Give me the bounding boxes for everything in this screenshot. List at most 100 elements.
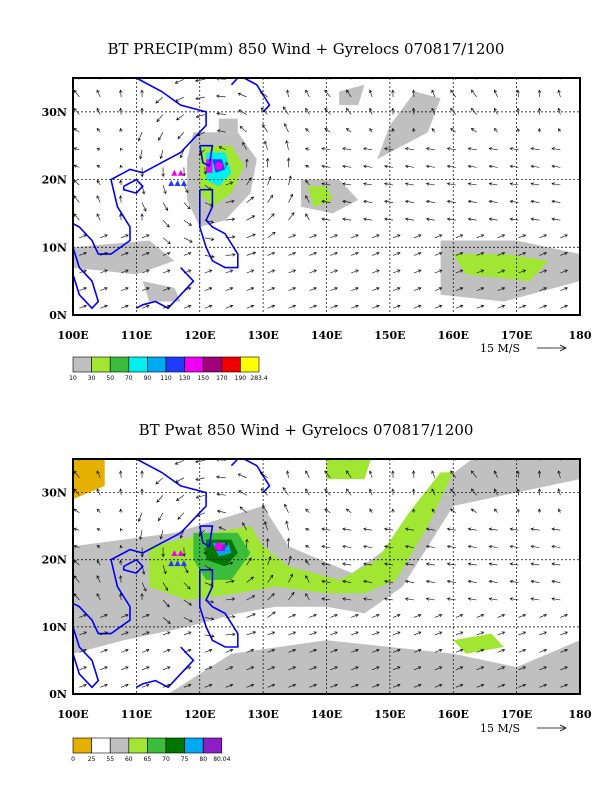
wind-vector [218, 526, 226, 531]
wind-vector [405, 218, 415, 221]
wind-vector [518, 631, 526, 636]
wind-vector-head [480, 648, 485, 653]
wind-vector [195, 79, 205, 82]
wind-vector [497, 287, 505, 291]
wind-vector-head [334, 251, 338, 256]
storm-center-marker [214, 162, 223, 171]
wind-vector [510, 165, 519, 168]
wind-vector [468, 598, 477, 601]
gyre-marker [174, 560, 181, 567]
wind-vector [225, 666, 233, 671]
wind-vector-head [182, 173, 186, 177]
wind-vector-head [305, 575, 309, 579]
wind-vector [346, 508, 352, 513]
wind-vector-head [411, 107, 416, 112]
wind-vector-head [417, 683, 422, 687]
wind-vector-head [73, 107, 77, 112]
wind-vector [305, 128, 310, 133]
wind-vector-head [238, 490, 242, 494]
wind-vector [497, 252, 505, 256]
wind-vector-head [146, 648, 150, 653]
wind-vector [305, 545, 310, 548]
wind-vector-head [139, 536, 143, 540]
wind-vector-head [417, 614, 422, 618]
wind-vector-head [119, 575, 123, 579]
wind-vector [267, 252, 275, 256]
wind-vector-head [417, 304, 422, 308]
wind-vector [450, 128, 456, 133]
wind-vector-head [119, 195, 123, 199]
wind-vector-head [125, 234, 129, 238]
wind-vector [305, 470, 310, 478]
wind-vector [183, 202, 191, 210]
wind-vector-head [480, 631, 485, 635]
coastline-hainan [122, 558, 144, 574]
wind-vector-head [248, 557, 252, 561]
wind-vector [494, 128, 498, 133]
wind-vector-head [480, 304, 485, 308]
wind-vector-head [289, 193, 294, 198]
storm-center-marker [214, 542, 223, 551]
wind-vector-head [384, 199, 388, 204]
colorbar-swatch [221, 356, 241, 373]
wind-vector [121, 631, 129, 636]
colorbar-swatch [202, 356, 223, 373]
wind-vector [96, 560, 101, 566]
wind-vector-head [342, 579, 346, 584]
wind-vector-head [96, 488, 100, 492]
wind-vector [455, 666, 463, 671]
wind-vector-head [384, 597, 388, 601]
wind-vector [246, 576, 254, 583]
wind-vector [180, 149, 185, 158]
wind-vector [489, 598, 498, 601]
wind-vector-head [137, 137, 142, 142]
wind-vector-head [166, 287, 171, 291]
wind-vector-head [313, 666, 317, 670]
wind-vector [351, 684, 359, 688]
wind-vector-head [384, 544, 388, 549]
wind-vector-head [252, 631, 257, 635]
wind-vector [447, 598, 456, 601]
wind-vector-head [488, 182, 493, 186]
wind-vector-head [470, 107, 475, 112]
wind-vector [96, 593, 101, 601]
wind-vector [351, 631, 359, 636]
wind-vector-head [438, 287, 443, 291]
colorbar-swatch [109, 737, 130, 754]
wind-vector [121, 252, 129, 256]
pwat-region [453, 633, 504, 654]
wind-vector-head [334, 234, 338, 238]
wind-vector-head [125, 666, 129, 670]
wind-vector [413, 305, 422, 309]
wind-vector [558, 508, 561, 513]
wind-vector-head [185, 189, 189, 194]
wind-vector-head [288, 175, 292, 179]
wind-vector-head [229, 287, 234, 291]
wind-vector-head [250, 666, 255, 670]
wind-vector-head [324, 470, 328, 474]
wind-vector-head [488, 147, 493, 151]
wind-vector-head [543, 304, 548, 308]
wind-vector [225, 254, 236, 256]
wind-vector [471, 488, 477, 496]
wind-vector [324, 508, 331, 513]
wind-vector [100, 252, 108, 256]
wind-vector-head [140, 488, 144, 492]
wind-vector [73, 593, 80, 601]
wind-vector-head [266, 75, 269, 78]
wind-vector [162, 599, 170, 608]
wind-vector [204, 599, 214, 603]
wind-vector [183, 631, 192, 636]
wind-vector-head [342, 199, 346, 204]
wind-vector-head [96, 545, 101, 549]
wind-vector-head [346, 89, 350, 94]
wind-vector-head [363, 199, 367, 204]
wind-vector [138, 132, 143, 141]
wind-vector-head [250, 576, 254, 580]
wind-vector [120, 90, 122, 97]
wind-vector-head [321, 147, 325, 151]
wind-vector-head [195, 114, 200, 118]
wind-vector [497, 614, 505, 618]
wind-vector [342, 218, 352, 221]
colorbar-label: 10 [69, 375, 77, 382]
